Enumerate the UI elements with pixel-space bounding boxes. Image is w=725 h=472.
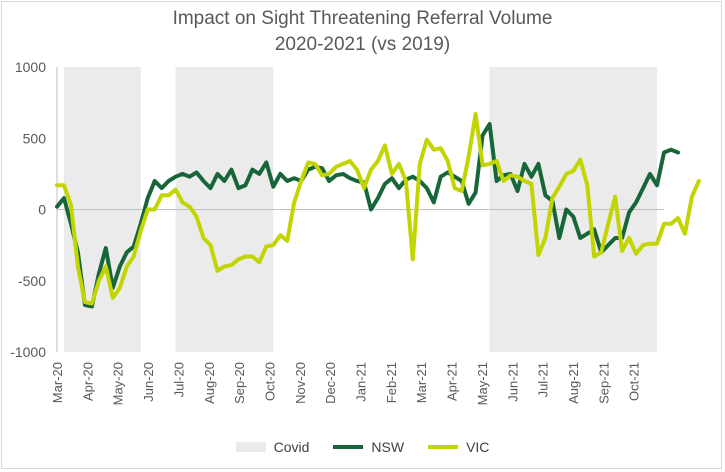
y-tick-label: 500 (23, 130, 47, 146)
legend-item-vic: VIC (428, 439, 489, 455)
x-tick-label: Aug-20 (202, 362, 217, 404)
legend: Covid NSW VIC (0, 439, 725, 455)
x-tick-label: Aug-21 (566, 362, 581, 404)
x-tick-label: Sep-21 (596, 362, 611, 404)
tick-label-layer: 1000 500 0 -500 -1000 Mar-20 Apr-20 May-20 Jun-2… (10, 59, 641, 405)
axis-layer (56, 67, 664, 352)
y-tick-label: 0 (38, 202, 46, 218)
x-tick-label: Jun-21 (505, 362, 520, 402)
legend-label-vic: VIC (466, 439, 490, 455)
x-tick-label: May-21 (475, 362, 490, 405)
x-tick-label: Jan-21 (354, 362, 369, 402)
x-tick-label: Dec-20 (323, 362, 338, 404)
x-tick-label: May-20 (111, 362, 126, 405)
x-tick-label: Jun-20 (141, 362, 156, 402)
x-tick-label: Sep-20 (232, 362, 247, 404)
x-tick-label: Jul-21 (536, 362, 551, 397)
legend-item-nsw: NSW (333, 439, 404, 455)
x-tick-label: Mar-21 (414, 362, 429, 403)
x-tick-label: Apr-20 (80, 362, 95, 401)
legend-swatch-covid (235, 442, 266, 452)
y-tick-label: -1000 (10, 344, 46, 360)
x-tick-label: Mar-20 (50, 362, 65, 403)
chart-title-line1: Impact on Sight Threatening Referral Vol… (172, 8, 553, 29)
x-tick-label: Oct-20 (262, 362, 277, 401)
y-tick-label: 1000 (15, 59, 46, 75)
legend-swatch-nsw (333, 445, 364, 449)
y-tick-label: -500 (18, 273, 46, 289)
x-tick-label: Oct-21 (627, 362, 642, 401)
legend-swatch-vic (428, 445, 459, 449)
x-tick-label: Nov-20 (293, 362, 308, 404)
x-tick-label: Jul-20 (171, 362, 186, 397)
x-tick-label: Apr-21 (445, 362, 460, 401)
chart-title-line2: 2020-2021 (vs 2019) (274, 34, 451, 55)
legend-label-nsw: NSW (371, 439, 405, 455)
series-line-vic (55, 112, 701, 306)
x-tick-label: Feb-21 (384, 362, 399, 403)
series-line-nsw (55, 122, 680, 309)
legend-item-covid: Covid (235, 439, 310, 455)
series-layer (55, 112, 701, 309)
legend-label-covid: Covid (273, 439, 310, 455)
